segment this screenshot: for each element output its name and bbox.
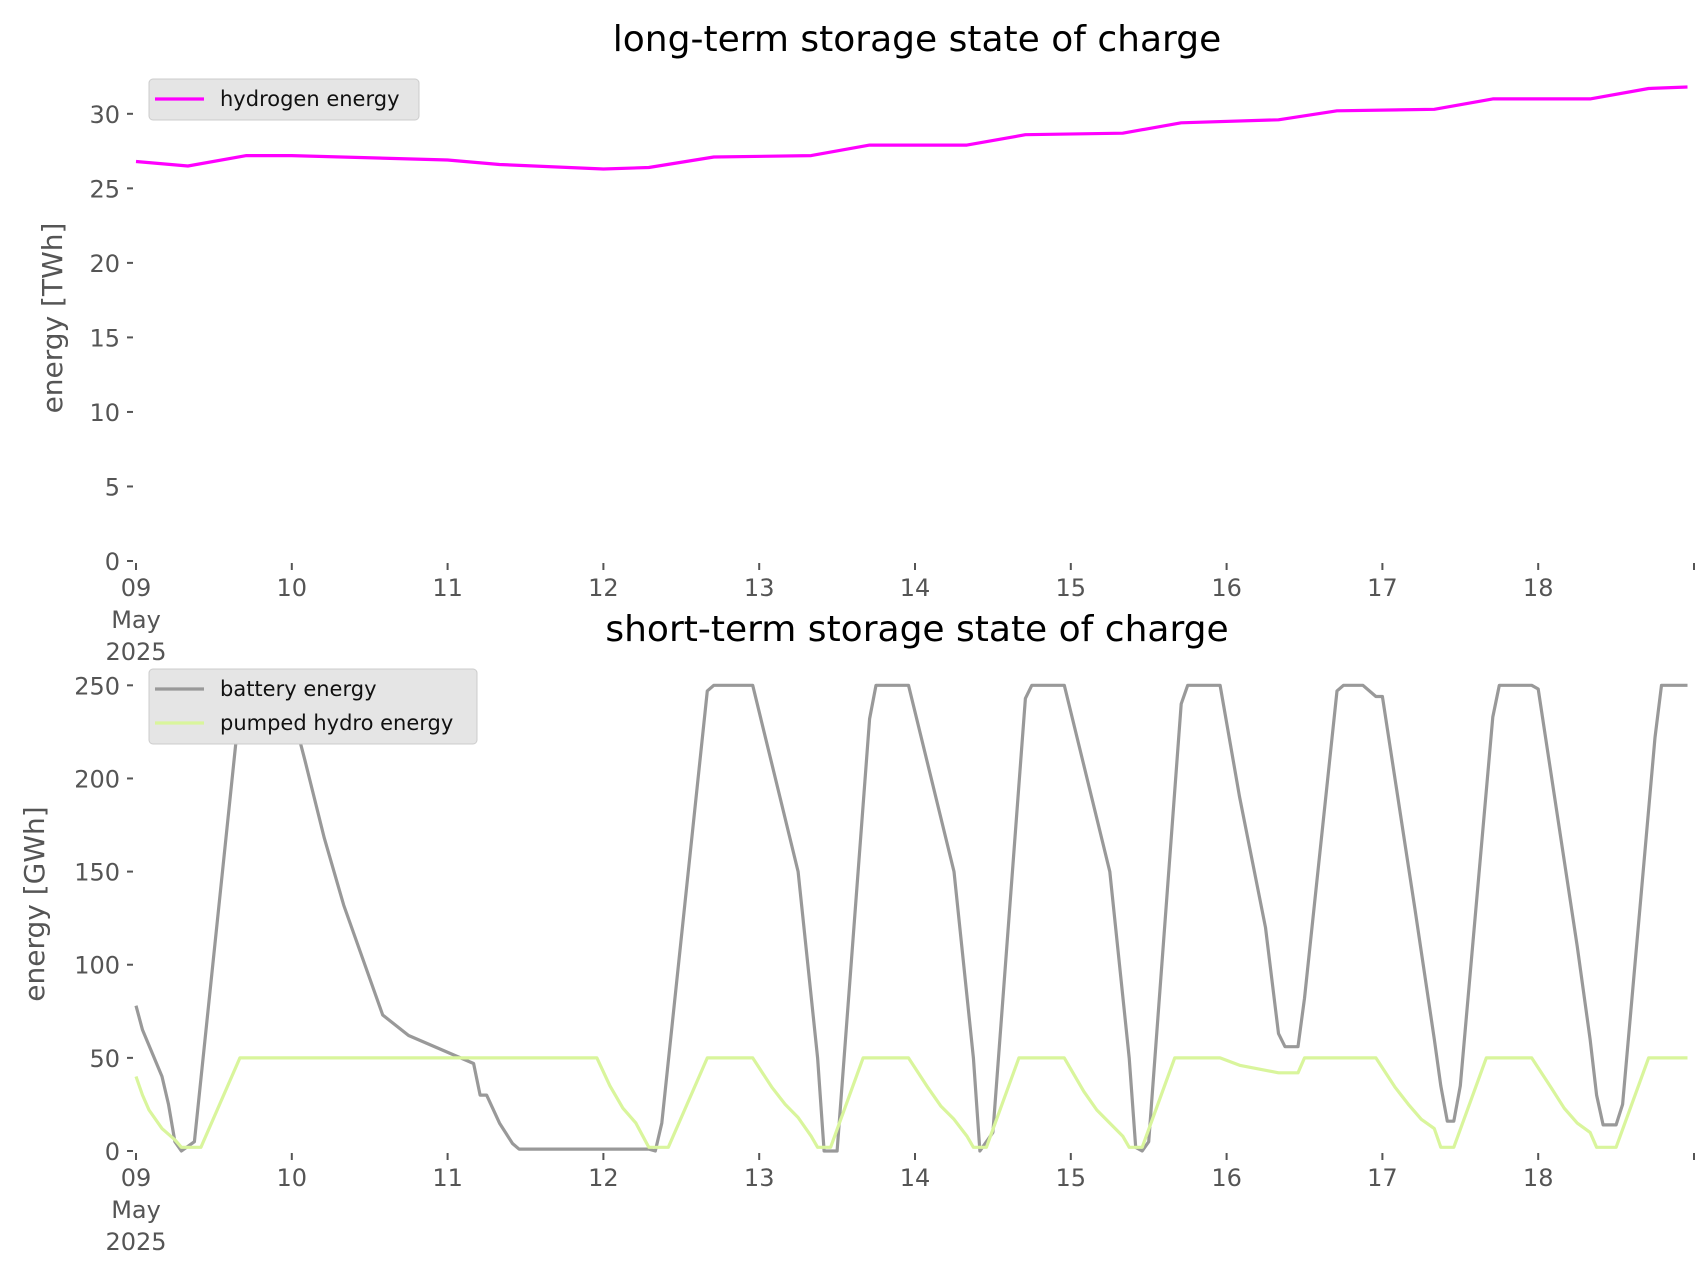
x-tick-label: 15 — [1056, 574, 1087, 602]
y-tick-label: 150 — [74, 859, 120, 887]
legend-box — [148, 668, 478, 745]
y-tick-label: 30 — [89, 101, 120, 129]
y-tick-label: 0 — [105, 1138, 120, 1166]
x-tick-label: 11 — [432, 1164, 463, 1192]
x-tick-label: 11 — [432, 574, 463, 602]
x-tick-label: 12 — [588, 1164, 619, 1192]
series-line-battery-energy — [134, 683, 1688, 1153]
x-ticks: 09 May 2025 10 11 12 13 14 15 16 17 18 — [105, 563, 1695, 666]
legend-label: hydrogen energy — [220, 87, 400, 111]
legend-label: pumped hydro energy — [220, 711, 453, 735]
y-tick-label: 50 — [89, 1045, 120, 1073]
y-ticks: 0 5 10 15 20 25 30 — [89, 101, 133, 576]
y-tick-label: 25 — [89, 175, 120, 203]
y-tick-label: 250 — [74, 672, 120, 700]
x-tick-label: 10 — [277, 574, 308, 602]
x-tick-label: 13 — [744, 574, 775, 602]
long-term-storage-chart: long-term storage state of charge energy… — [36, 19, 1695, 666]
y-tick-label: 10 — [89, 399, 120, 427]
x-tick-label: 10 — [277, 1164, 308, 1192]
x-tick-label: 17 — [1367, 574, 1398, 602]
series-lines — [134, 683, 1688, 1153]
y-tick-label: 15 — [89, 324, 120, 352]
x-tick-label: 09 — [121, 574, 152, 602]
x-tick-label: 09 — [121, 1164, 152, 1192]
legend-label: battery energy — [220, 677, 377, 701]
chart-title: long-term storage state of charge — [613, 19, 1221, 60]
y-tick-label: 0 — [105, 548, 120, 576]
x-tick-sublabel: 2025 — [105, 1228, 166, 1256]
x-tick-label: 12 — [588, 574, 619, 602]
legend: battery energy pumped hydro energy — [148, 668, 478, 745]
x-tick-label: 16 — [1211, 574, 1242, 602]
y-tick-label: 100 — [74, 952, 120, 980]
y-ticks: 0 50 100 150 200 250 — [74, 672, 133, 1166]
x-tick-label: 13 — [744, 1164, 775, 1192]
x-tick-label: 17 — [1367, 1164, 1398, 1192]
x-tick-label: 18 — [1523, 574, 1554, 602]
y-tick-label: 200 — [74, 765, 120, 793]
x-tick-label: 16 — [1211, 1164, 1242, 1192]
y-tick-label: 20 — [89, 250, 120, 278]
legend: hydrogen energy — [148, 78, 420, 121]
x-tick-sublabel: May — [111, 606, 161, 634]
x-tick-sublabel: 2025 — [105, 638, 166, 666]
chart-title: short-term storage state of charge — [605, 609, 1228, 650]
x-tick-sublabel: May — [111, 1196, 161, 1224]
x-tick-label: 15 — [1056, 1164, 1087, 1192]
legend-box — [148, 78, 420, 121]
x-tick-label: 14 — [900, 574, 931, 602]
short-term-storage-chart: short-term storage state of charge energ… — [18, 609, 1695, 1256]
series-lines — [135, 85, 1688, 171]
y-tick-label: 5 — [105, 473, 120, 501]
y-axis-label: energy [TWh] — [36, 223, 69, 414]
x-tick-label: 18 — [1523, 1164, 1554, 1192]
x-tick-label: 14 — [900, 1164, 931, 1192]
series-line-hydrogen-energy — [135, 85, 1688, 171]
y-axis-label: energy [GWh] — [18, 806, 51, 1001]
x-ticks: 09 May 2025 10 11 12 13 14 15 16 17 18 — [105, 1153, 1695, 1256]
series-line-pumped-hydro-energy — [134, 1056, 1688, 1149]
